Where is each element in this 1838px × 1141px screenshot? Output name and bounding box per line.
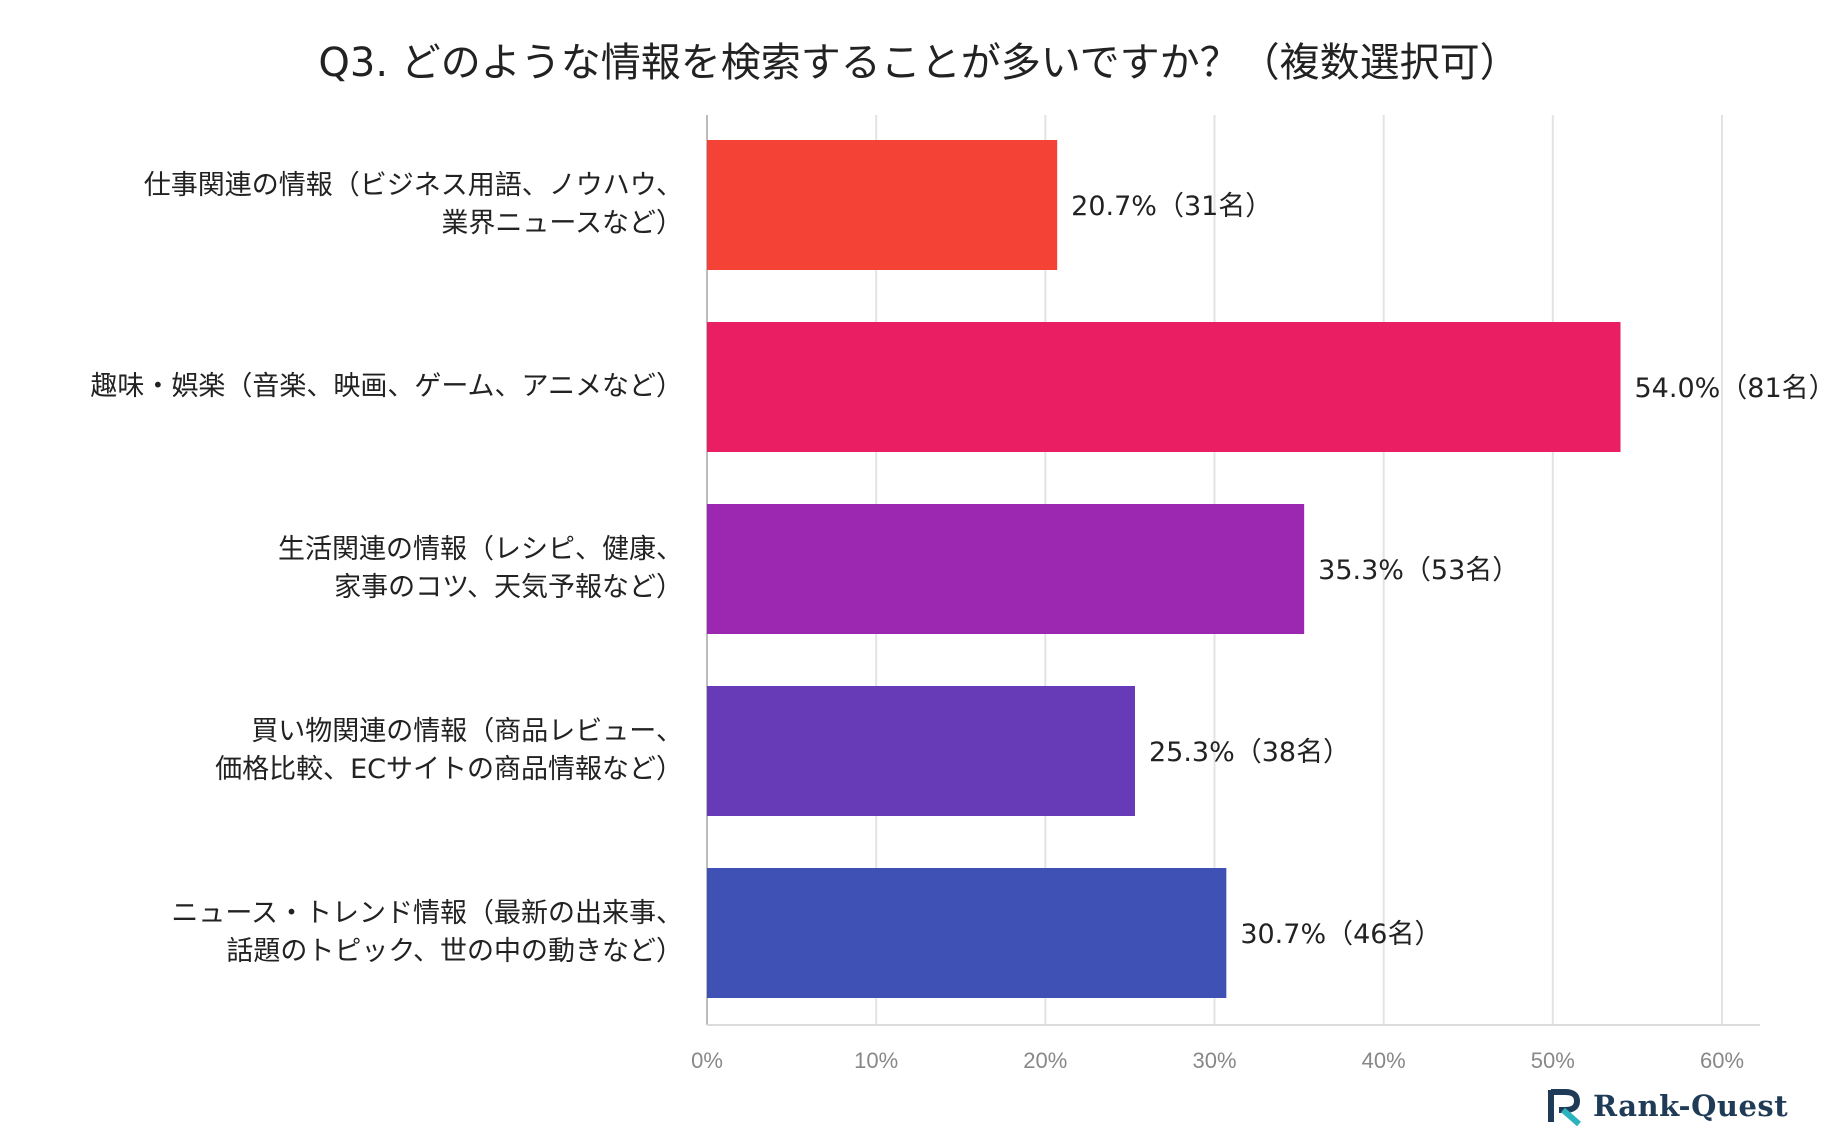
category-label: 仕事関連の情報（ビジネス用語、ノウハウ、業界ニュースなど） bbox=[144, 167, 683, 243]
category-label-line: 仕事関連の情報（ビジネス用語、ノウハウ、 bbox=[143, 170, 683, 201]
category-label-line: 価格比較、ECサイトの商品情報など） bbox=[215, 754, 683, 785]
category-label-line: 業界ニュースなど） bbox=[441, 208, 683, 239]
x-tick-label: 10% bbox=[854, 1048, 898, 1073]
category-label-line: 趣味・娯楽（音楽、映画、ゲーム、アニメなど） bbox=[90, 371, 683, 402]
data-label: 30.7%（46名） bbox=[1240, 919, 1441, 950]
category-label-line: 生活関連の情報（レシピ、健康、 bbox=[278, 534, 683, 565]
x-tick-label: 20% bbox=[1023, 1048, 1067, 1073]
category-label: 生活関連の情報（レシピ、健康、家事のコツ、天気予報など） bbox=[278, 531, 683, 607]
data-label: 54.0%（81名） bbox=[1635, 373, 1836, 404]
bar bbox=[707, 322, 1621, 452]
chart-title: Q3. どのような情報を検索することが多いですか？（複数選択可） bbox=[318, 40, 1520, 86]
category-label: ニュース・トレンド情報（最新の出来事、話題のトピック、世の中の動きなど） bbox=[171, 895, 683, 971]
bar bbox=[707, 140, 1058, 270]
bar bbox=[707, 868, 1227, 998]
data-label: 25.3%（38名） bbox=[1149, 737, 1350, 768]
logo-text: Rank-Quest bbox=[1593, 1089, 1789, 1123]
category-label-line: 買い物関連の情報（商品レビュー、 bbox=[251, 716, 683, 747]
x-tick-label: 0% bbox=[691, 1048, 723, 1073]
rank-quest-logo: Rank-Quest bbox=[1545, 1083, 1788, 1129]
category-label: 買い物関連の情報（商品レビュー、価格比較、ECサイトの商品情報など） bbox=[215, 713, 683, 789]
data-label: 35.3%（53名） bbox=[1318, 555, 1519, 586]
bar bbox=[707, 686, 1135, 816]
category-label-line: 話題のトピック、世の中の動きなど） bbox=[226, 936, 683, 967]
category-label: 趣味・娯楽（音楽、映画、ゲーム、アニメなど） bbox=[90, 368, 683, 406]
rank-quest-logo-icon bbox=[1548, 1089, 1581, 1126]
x-tick-label: 40% bbox=[1362, 1048, 1406, 1073]
bar bbox=[707, 504, 1305, 634]
x-tick-label: 60% bbox=[1700, 1048, 1744, 1073]
x-tick-label: 30% bbox=[1192, 1048, 1236, 1073]
category-label-line: 家事のコツ、天気予報など） bbox=[334, 572, 683, 603]
x-tick-label: 50% bbox=[1531, 1048, 1575, 1073]
category-label-line: ニュース・トレンド情報（最新の出来事、 bbox=[171, 898, 683, 929]
data-label: 20.7%（31名） bbox=[1071, 191, 1272, 222]
